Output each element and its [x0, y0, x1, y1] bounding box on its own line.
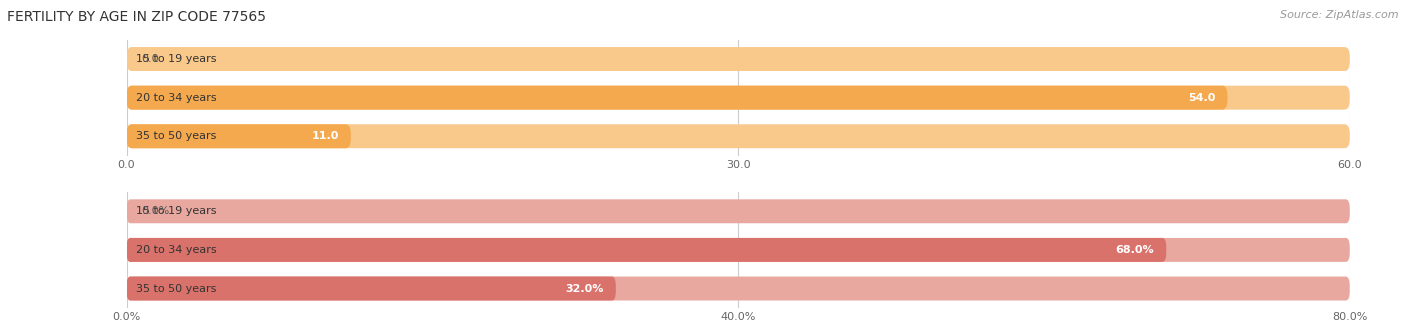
Text: 68.0%: 68.0%: [1115, 245, 1154, 255]
Text: 35 to 50 years: 35 to 50 years: [136, 131, 217, 141]
FancyBboxPatch shape: [127, 277, 1350, 301]
FancyBboxPatch shape: [127, 277, 616, 301]
Text: FERTILITY BY AGE IN ZIP CODE 77565: FERTILITY BY AGE IN ZIP CODE 77565: [7, 10, 266, 24]
FancyBboxPatch shape: [127, 47, 1350, 71]
Text: 20 to 34 years: 20 to 34 years: [136, 245, 217, 255]
Text: 0.0: 0.0: [141, 54, 159, 64]
Text: 15 to 19 years: 15 to 19 years: [136, 206, 217, 216]
FancyBboxPatch shape: [127, 238, 1350, 262]
Text: 0.0%: 0.0%: [141, 206, 170, 216]
Text: 35 to 50 years: 35 to 50 years: [136, 284, 217, 294]
Text: Source: ZipAtlas.com: Source: ZipAtlas.com: [1281, 10, 1399, 20]
FancyBboxPatch shape: [127, 86, 1350, 110]
FancyBboxPatch shape: [127, 238, 1167, 262]
Text: 20 to 34 years: 20 to 34 years: [136, 93, 217, 103]
Text: 15 to 19 years: 15 to 19 years: [136, 54, 217, 64]
FancyBboxPatch shape: [127, 199, 1350, 223]
Text: 54.0: 54.0: [1188, 93, 1215, 103]
Text: 32.0%: 32.0%: [565, 284, 603, 294]
FancyBboxPatch shape: [127, 86, 1227, 110]
Text: 11.0: 11.0: [311, 131, 339, 141]
FancyBboxPatch shape: [127, 124, 352, 148]
FancyBboxPatch shape: [127, 124, 1350, 148]
